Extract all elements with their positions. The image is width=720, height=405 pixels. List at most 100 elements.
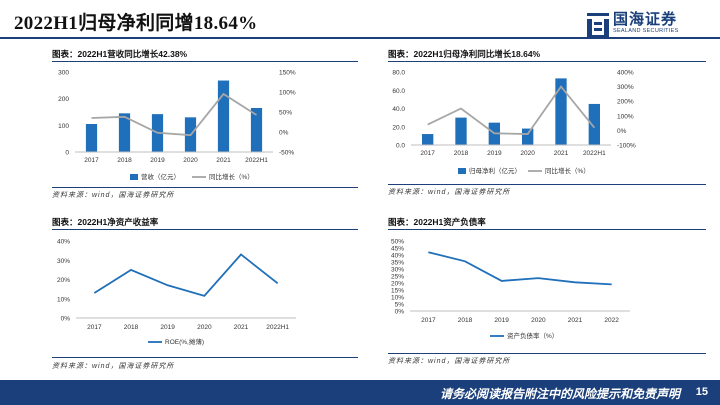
- x-tick-label: 2021: [568, 317, 583, 324]
- x-tick-label: 2020: [183, 157, 198, 164]
- x-tick-label: 2022H1: [583, 150, 606, 157]
- legend-bar-label: 归母净利（亿元）: [469, 166, 521, 175]
- bar: [217, 80, 230, 152]
- y-tick-label: 10%: [391, 295, 404, 302]
- panel-1-source: 资料来源：wind，国海证券研究所: [52, 192, 175, 199]
- y-left-tick-label: 0: [65, 150, 69, 157]
- legend-line-label: 同比增长（%）: [545, 166, 590, 175]
- y-right-tick-label: 150%: [279, 70, 296, 77]
- panel-2-rule: [388, 61, 706, 62]
- y-left-tick-label: 200: [58, 96, 69, 103]
- y-tick-label: 30%: [57, 258, 70, 265]
- x-tick-label: 2018: [458, 317, 473, 324]
- bar: [422, 134, 434, 145]
- bar: [522, 128, 534, 145]
- y-left-tick-label: 20.0: [392, 124, 405, 131]
- y-right-tick-label: 200%: [617, 99, 634, 106]
- y-tick-label: 5%: [395, 302, 405, 309]
- debt-ratio-chart: 0%5%10%15%20%25%30%35%40%45%50% 2017 2018 2…: [391, 239, 630, 340]
- y-tick-label: 40%: [391, 253, 404, 260]
- y-right-tick-label: -100%: [617, 143, 636, 150]
- y-left-tick-label: 60.0: [392, 88, 405, 95]
- panel-4-rule: [388, 229, 706, 230]
- y-left-tick-label: 0.0: [396, 143, 405, 150]
- panel-4-rule-bottom: [388, 353, 706, 354]
- panel-4-source: 资料来源：wind，国海证券研究所: [388, 358, 511, 365]
- legend-bar-swatch: [130, 174, 138, 180]
- x-tick-label: 2022: [604, 317, 619, 324]
- revenue-chart: 0 100 200 300 -50% 0% 50% 100% 150% 2017 2018 2019 2…: [58, 70, 296, 182]
- bar: [588, 103, 600, 145]
- logo-name-en: SEALAND SECURITIES: [613, 28, 679, 34]
- brand-logo: 国海证券 SEALAND SECURITIES: [586, 8, 716, 42]
- y-left-tick-label: 80.0: [392, 70, 405, 77]
- legend-line-label: 同比增长（%）: [209, 172, 254, 181]
- x-tick-label: 2018: [117, 157, 132, 164]
- panel-1-rule-bottom: [52, 187, 358, 188]
- x-tick-label: 2021: [554, 150, 569, 157]
- x-tick-label: 2017: [84, 157, 99, 164]
- bar: [118, 113, 131, 152]
- panel-1-rule: [52, 61, 358, 62]
- y-right-tick-label: 0%: [617, 128, 627, 135]
- y-left-tick-label: 300: [58, 70, 69, 77]
- y-tick-label: 10%: [57, 296, 70, 303]
- x-tick-label: 2020: [197, 324, 212, 331]
- x-tick-label: 2021: [234, 324, 249, 331]
- x-tick-label: 2018: [454, 150, 469, 157]
- y-tick-label: 20%: [391, 281, 404, 288]
- x-tick-label: 2019: [487, 150, 502, 157]
- y-tick-label: 30%: [391, 267, 404, 274]
- growth-line: [427, 85, 596, 135]
- legend-bar-label: 营收（亿元）: [141, 172, 180, 181]
- x-tick-label: 2017: [420, 150, 435, 157]
- bar: [455, 117, 467, 145]
- x-tick-label: 2018: [124, 324, 139, 331]
- x-tick-label: 2022H1: [245, 157, 268, 164]
- bar: [555, 78, 567, 145]
- y-tick-label: 0%: [61, 316, 71, 323]
- series-line: [93, 253, 279, 297]
- panel-4-title: 图表：2022H1资产负债率: [388, 217, 486, 227]
- y-right-tick-label: 300%: [617, 84, 634, 91]
- logo-icon: [587, 13, 609, 37]
- panel-3-title: 图表：2022H1净资产收益率: [52, 217, 159, 227]
- x-tick-label: 2017: [421, 317, 436, 324]
- panel-2-title: 图表：2022H1归母净利同比增长18.64%: [388, 49, 541, 59]
- x-tick-label: 2021: [216, 157, 231, 164]
- growth-line: [91, 92, 257, 137]
- y-tick-label: 40%: [57, 239, 70, 246]
- y-right-tick-label: 400%: [617, 70, 634, 77]
- y-tick-label: 35%: [391, 260, 404, 267]
- header-divider: [0, 37, 720, 39]
- y-left-tick-label: 40.0: [392, 106, 405, 113]
- y-left-tick-label: 100: [58, 123, 69, 130]
- panel-2-source: 资料来源：wind，国海证券研究所: [388, 189, 511, 196]
- footer-bar: 请务必阅读报告附注中的风险提示和免责声明 15: [0, 380, 720, 405]
- x-tick-label: 2022H1: [266, 324, 289, 331]
- x-tick-label: 2020: [520, 150, 535, 157]
- y-tick-label: 25%: [391, 274, 404, 281]
- y-right-tick-label: -50%: [279, 150, 294, 157]
- roe-chart: 0% 10% 20% 30% 40% 2017 2018 2019 2020 2021 2022H1…: [57, 239, 296, 346]
- x-tick-label: 2019: [160, 324, 175, 331]
- panel-3-source: 资料来源：wind，国海证券研究所: [52, 363, 175, 370]
- logo-name-cn: 国海证券: [613, 11, 678, 28]
- y-tick-label: 45%: [391, 246, 404, 253]
- panel-3-rule-bottom: [52, 357, 358, 358]
- legend-bar-swatch: [458, 168, 466, 174]
- y-right-tick-label: 0%: [279, 130, 289, 137]
- page-title: 2022H1归母净利同增18.64%: [14, 13, 258, 34]
- x-tick-label: 2017: [87, 324, 102, 331]
- y-right-tick-label: 50%: [279, 110, 292, 117]
- page-number: 15: [695, 386, 708, 398]
- legend-line-label: ROE(%,摊薄): [165, 337, 204, 346]
- x-tick-label: 2019: [494, 317, 509, 324]
- panel-1-title: 图表：2022H1营收同比增长42.38%: [52, 49, 188, 59]
- bar: [85, 124, 98, 152]
- panel-3-rule: [52, 229, 358, 230]
- y-tick-label: 50%: [391, 239, 404, 246]
- y-tick-label: 15%: [391, 288, 404, 295]
- y-right-tick-label: 100%: [279, 90, 296, 97]
- y-tick-label: 0%: [395, 309, 405, 316]
